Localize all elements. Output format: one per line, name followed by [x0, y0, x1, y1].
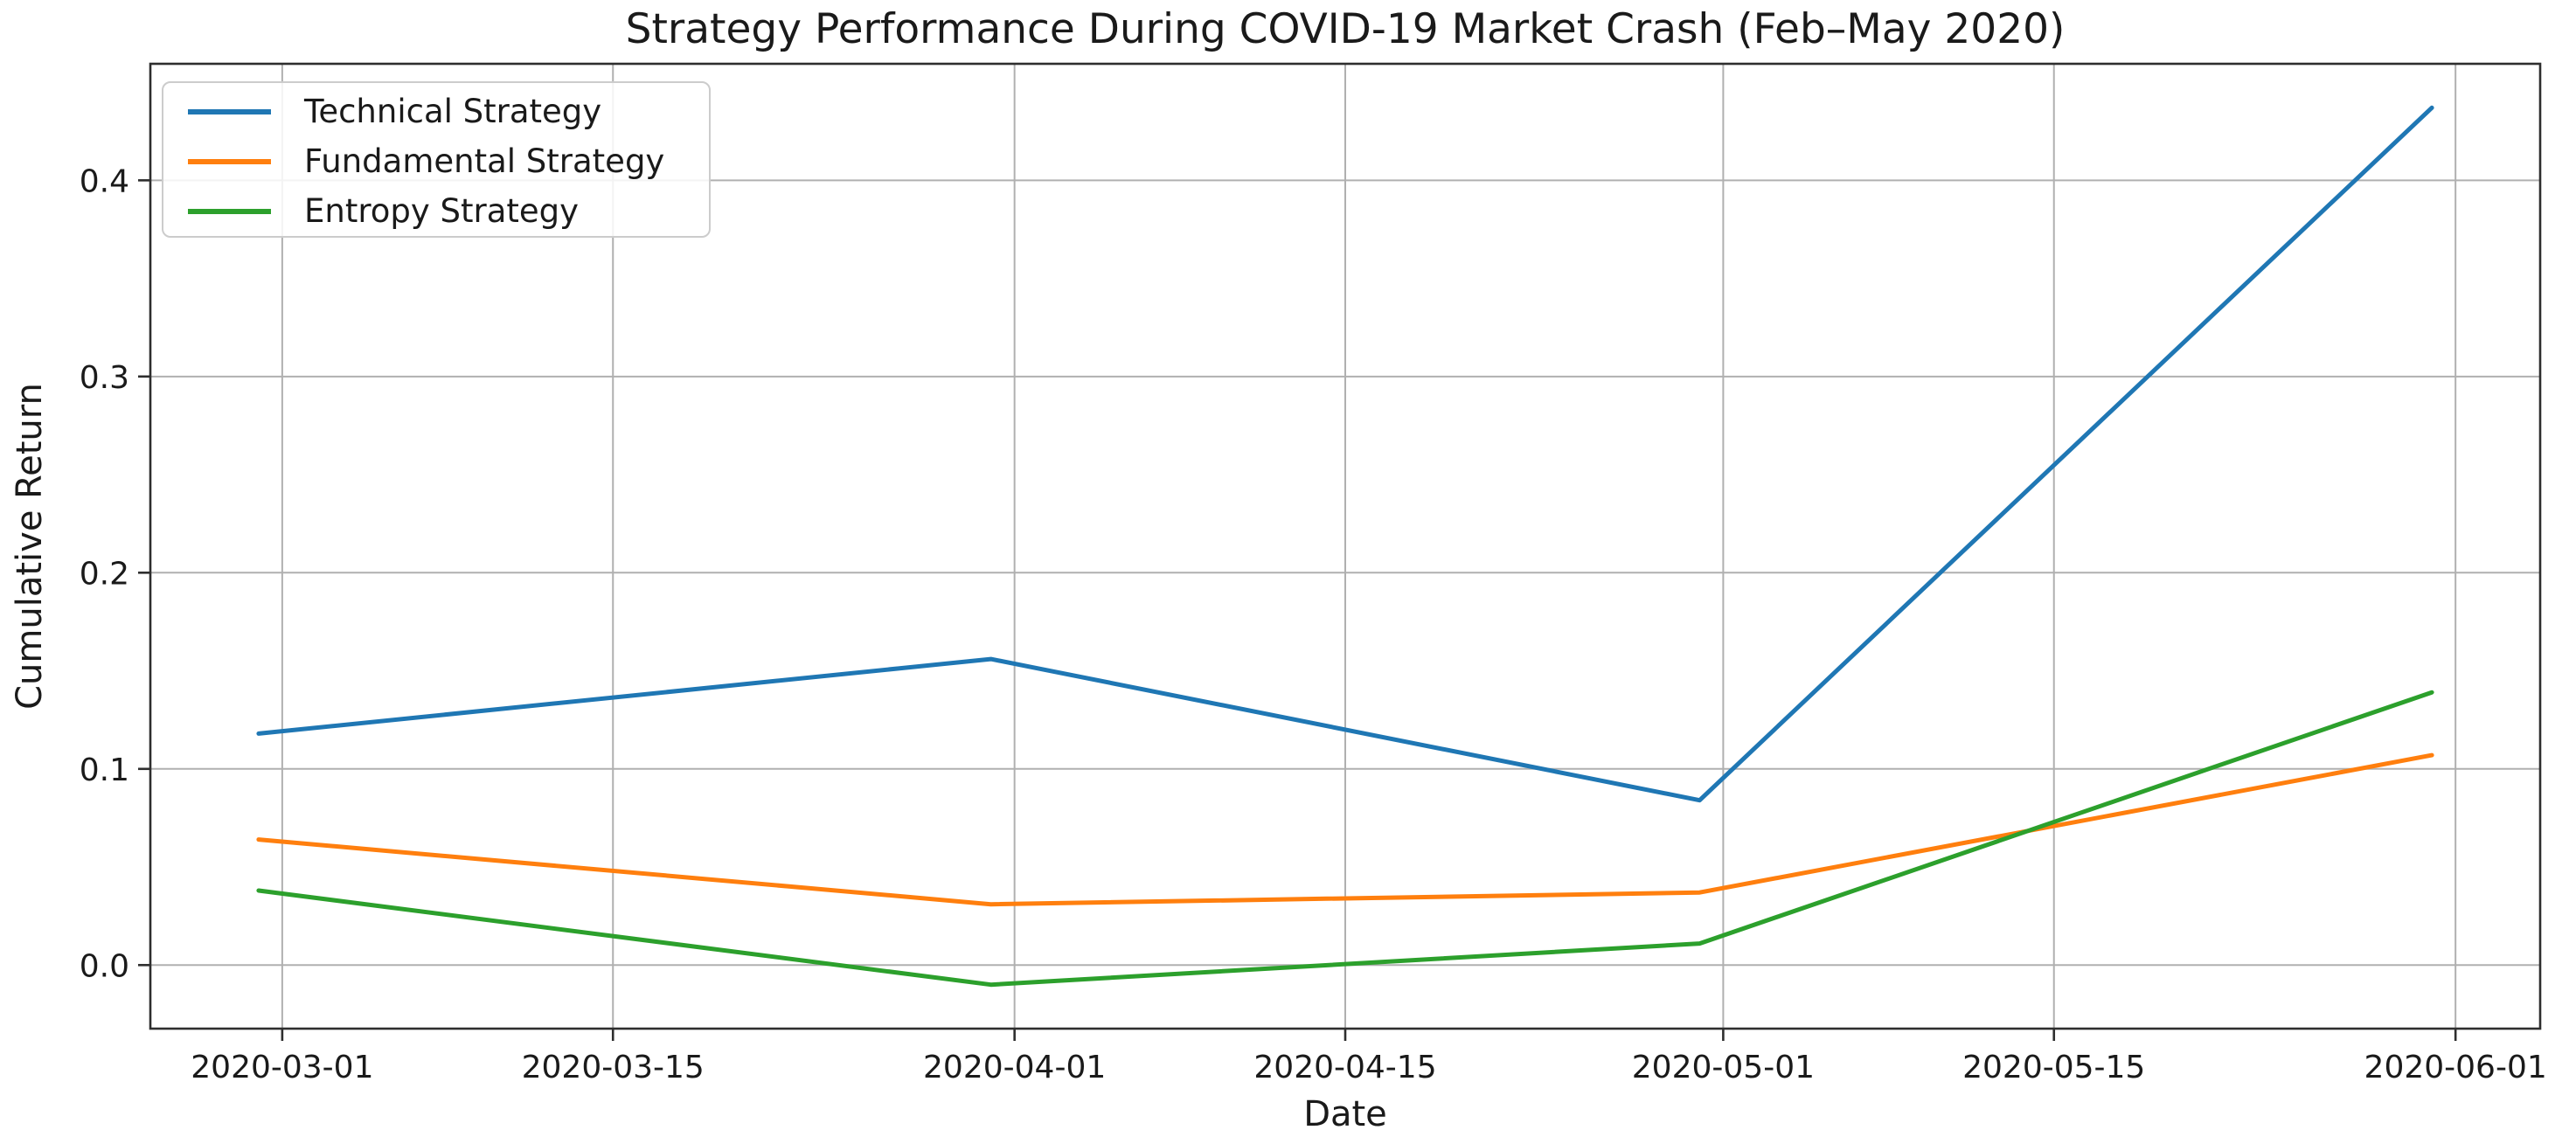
legend-line-sample	[188, 108, 271, 114]
x-axis-title: Date	[1303, 1094, 1387, 1134]
x-tick-label: 2020-05-01	[1632, 1050, 1815, 1085]
series-line-technical-strategy	[256, 105, 2434, 803]
y-tick-label: 0.0	[80, 948, 129, 984]
chart-title: Strategy Performance During COVID-19 Mar…	[625, 5, 2066, 53]
x-tick-label: 2020-04-15	[1253, 1050, 1436, 1085]
legend-item-fundamental-strategy: Fundamental Strategy	[163, 136, 709, 186]
legend-label: Fundamental Strategy	[304, 142, 665, 180]
x-tick-label: 2020-03-01	[191, 1050, 373, 1085]
x-tick-label: 2020-06-01	[2364, 1050, 2547, 1085]
series-line-entropy-strategy	[256, 690, 2434, 988]
y-tick-label: 0.3	[80, 360, 129, 396]
legend-item-technical-strategy: Technical Strategy	[163, 87, 709, 136]
legend: Technical Strategy Fundamental Strategy En…	[162, 81, 711, 238]
legend-label: Technical Strategy	[304, 93, 602, 130]
legend-label: Entropy Strategy	[304, 192, 580, 230]
x-tick-label: 2020-03-15	[522, 1050, 705, 1085]
series-line-fundamental-strategy	[256, 752, 2434, 907]
y-tick-label: 0.1	[80, 752, 129, 788]
x-tick-label: 2020-04-01	[923, 1050, 1106, 1085]
legend-item-entropy-strategy: Entropy Strategy	[163, 186, 709, 236]
y-tick-label: 0.2	[80, 556, 129, 592]
y-tick-label: 0.4	[80, 163, 129, 199]
x-tick-label: 2020-05-15	[1962, 1050, 2145, 1085]
legend-line-sample	[188, 208, 271, 214]
legend-line-sample	[188, 158, 271, 164]
